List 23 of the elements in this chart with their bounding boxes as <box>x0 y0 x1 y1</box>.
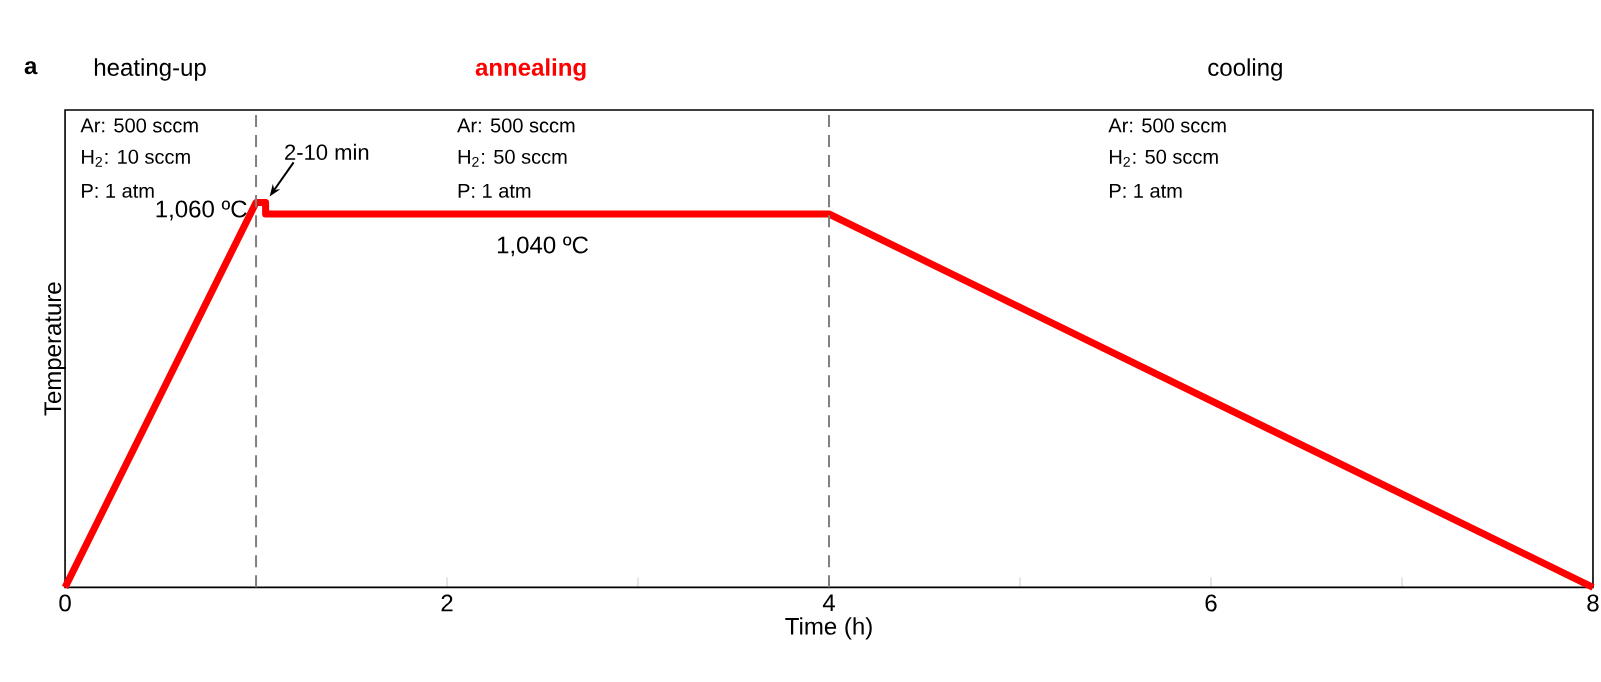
text: Ar: 500 sccm <box>457 118 575 133</box>
x-tick-label: 2 <box>441 594 453 611</box>
text: H$_{2}$: 50 sccm <box>1109 149 1218 167</box>
annotation: 2-10 min <box>285 143 369 160</box>
annotation: 1,040 ºC <box>497 236 589 257</box>
text: Ar: 500 sccm <box>80 118 198 133</box>
text: annealing <box>475 58 586 81</box>
text: P: 1 atm <box>1109 183 1182 198</box>
text: P: 1 atm <box>458 183 531 198</box>
x-tick-label: 6 <box>1205 594 1217 612</box>
text: P: 1 atm <box>82 183 154 198</box>
x-tick-label: 4 <box>822 594 835 611</box>
text: cooling <box>1208 58 1282 81</box>
text: H$_{2}$: 50 sccm <box>458 149 567 167</box>
text: a <box>24 60 38 75</box>
x-axis-title: Time (h) <box>785 616 872 640</box>
x-tick-label: 8 <box>1587 594 1599 612</box>
text: heating-up <box>94 58 206 81</box>
x-tick-label: 0 <box>59 594 71 612</box>
y-axis-title: Temperature <box>44 282 66 416</box>
annotation: 1,060 ºC <box>156 200 247 221</box>
text: H$_{2}$: 10 sccm <box>82 149 190 167</box>
text: Ar: 500 sccm <box>1108 118 1226 133</box>
